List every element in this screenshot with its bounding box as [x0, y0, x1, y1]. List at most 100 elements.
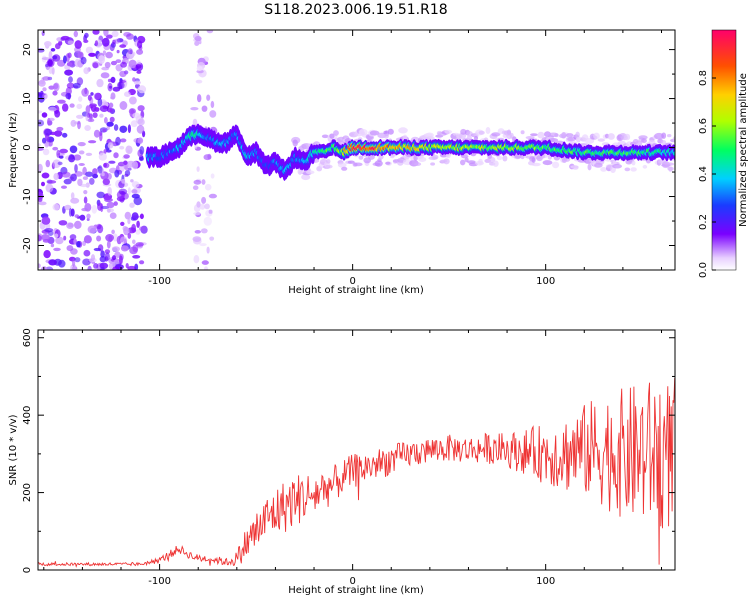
noise-blob: [193, 179, 202, 185]
halo-blob: [430, 162, 435, 166]
halo-blob: [460, 128, 467, 135]
noise-blob: [42, 148, 50, 156]
noise-blob: [70, 119, 77, 127]
noise-blob: [114, 38, 120, 44]
noise-blob: [192, 236, 202, 243]
noise-blob: [133, 196, 143, 206]
noise-blob: [82, 176, 88, 181]
halo-blob: [329, 133, 335, 139]
halo-blob: [374, 160, 383, 167]
noise-blob: [190, 107, 199, 111]
noise-blob: [74, 257, 81, 263]
noise-blob: [193, 212, 201, 216]
noise-blob: [53, 173, 59, 181]
noise-blob: [119, 44, 127, 48]
noise-blob: [96, 235, 102, 242]
noise-blob: [55, 43, 61, 50]
noise-blob: [98, 55, 105, 64]
noise-blob: [59, 148, 68, 154]
noise-blob: [99, 255, 107, 263]
noise-blob: [112, 266, 120, 270]
noise-blob: [83, 67, 90, 75]
noise-blob: [139, 226, 145, 231]
noise-blob: [100, 250, 105, 258]
noise-blob: [48, 106, 57, 112]
halo-blob: [292, 139, 298, 147]
noise-blob: [38, 119, 45, 127]
halo-blob: [321, 134, 329, 139]
noise-blob: [104, 61, 111, 69]
noise-blob: [204, 203, 210, 210]
halo-blob: [337, 162, 347, 168]
noise-blob: [78, 150, 85, 155]
noise-blob: [70, 192, 75, 200]
noise-blob: [132, 77, 136, 82]
noise-blob: [46, 58, 55, 68]
noise-blob: [38, 197, 43, 203]
noise-blob: [126, 160, 136, 168]
noise-blob: [109, 116, 115, 123]
noise-blob: [41, 112, 48, 118]
noise-blob: [76, 114, 84, 119]
noise-blob: [56, 126, 64, 132]
noise-blob: [93, 129, 101, 138]
noise-blob: [69, 103, 75, 108]
noise-blob: [68, 208, 73, 217]
halo-blob: [554, 133, 559, 138]
noise-blob: [127, 218, 131, 225]
snr-panel: -100 0 100 0 200 400 600 Height of straight li…: [8, 328, 676, 596]
noise-blob: [89, 103, 97, 107]
noise-blob: [42, 137, 47, 144]
noise-blob: [136, 70, 142, 74]
noise-blob: [70, 248, 78, 255]
halo-blob: [485, 127, 491, 134]
halo-blob: [443, 158, 450, 165]
noise-blob: [97, 202, 103, 211]
noise-blob: [123, 226, 130, 236]
noise-blob: [91, 254, 95, 262]
halo-blob: [492, 160, 499, 167]
noise-blob: [48, 117, 55, 122]
noise-blob: [127, 124, 131, 134]
noise-blob: [113, 124, 119, 131]
noise-blob: [50, 48, 56, 52]
noise-blob: [131, 212, 139, 221]
noise-blob: [199, 243, 207, 247]
noise-blob: [86, 213, 91, 219]
halo-blob: [600, 167, 607, 172]
noise-blob: [79, 214, 86, 221]
halo-blob: [491, 132, 501, 137]
halo-blob: [353, 162, 363, 167]
noise-blob: [94, 40, 98, 47]
y-tick-label: 400: [22, 406, 33, 425]
noise-blob: [63, 235, 67, 241]
halo-blob: [326, 159, 331, 164]
noise-blob: [112, 233, 118, 242]
snr-xlabel: Height of straight line (km): [288, 585, 424, 596]
noise-blob: [127, 48, 133, 55]
noise-blob: [64, 204, 72, 211]
noise-blob: [85, 171, 93, 177]
noise-blob: [102, 105, 108, 110]
noise-blob: [68, 155, 76, 163]
noise-blob: [132, 239, 136, 245]
noise-blob: [88, 140, 97, 144]
noise-blob: [68, 76, 73, 83]
noise-blob: [63, 178, 72, 185]
noise-blob: [131, 181, 140, 188]
halo-blob: [572, 165, 579, 170]
noise-blob: [208, 193, 217, 199]
noise-blob: [113, 152, 119, 159]
halo-blob: [530, 133, 538, 137]
noise-blob: [91, 204, 98, 214]
halo-blob: [426, 136, 435, 141]
noise-blob: [65, 92, 72, 100]
halo-blob: [624, 133, 631, 141]
noise-blob: [135, 229, 141, 235]
noise-blob: [89, 177, 95, 185]
noise-blob: [52, 90, 58, 96]
noise-blob: [208, 209, 213, 214]
noise-blob: [204, 183, 212, 191]
